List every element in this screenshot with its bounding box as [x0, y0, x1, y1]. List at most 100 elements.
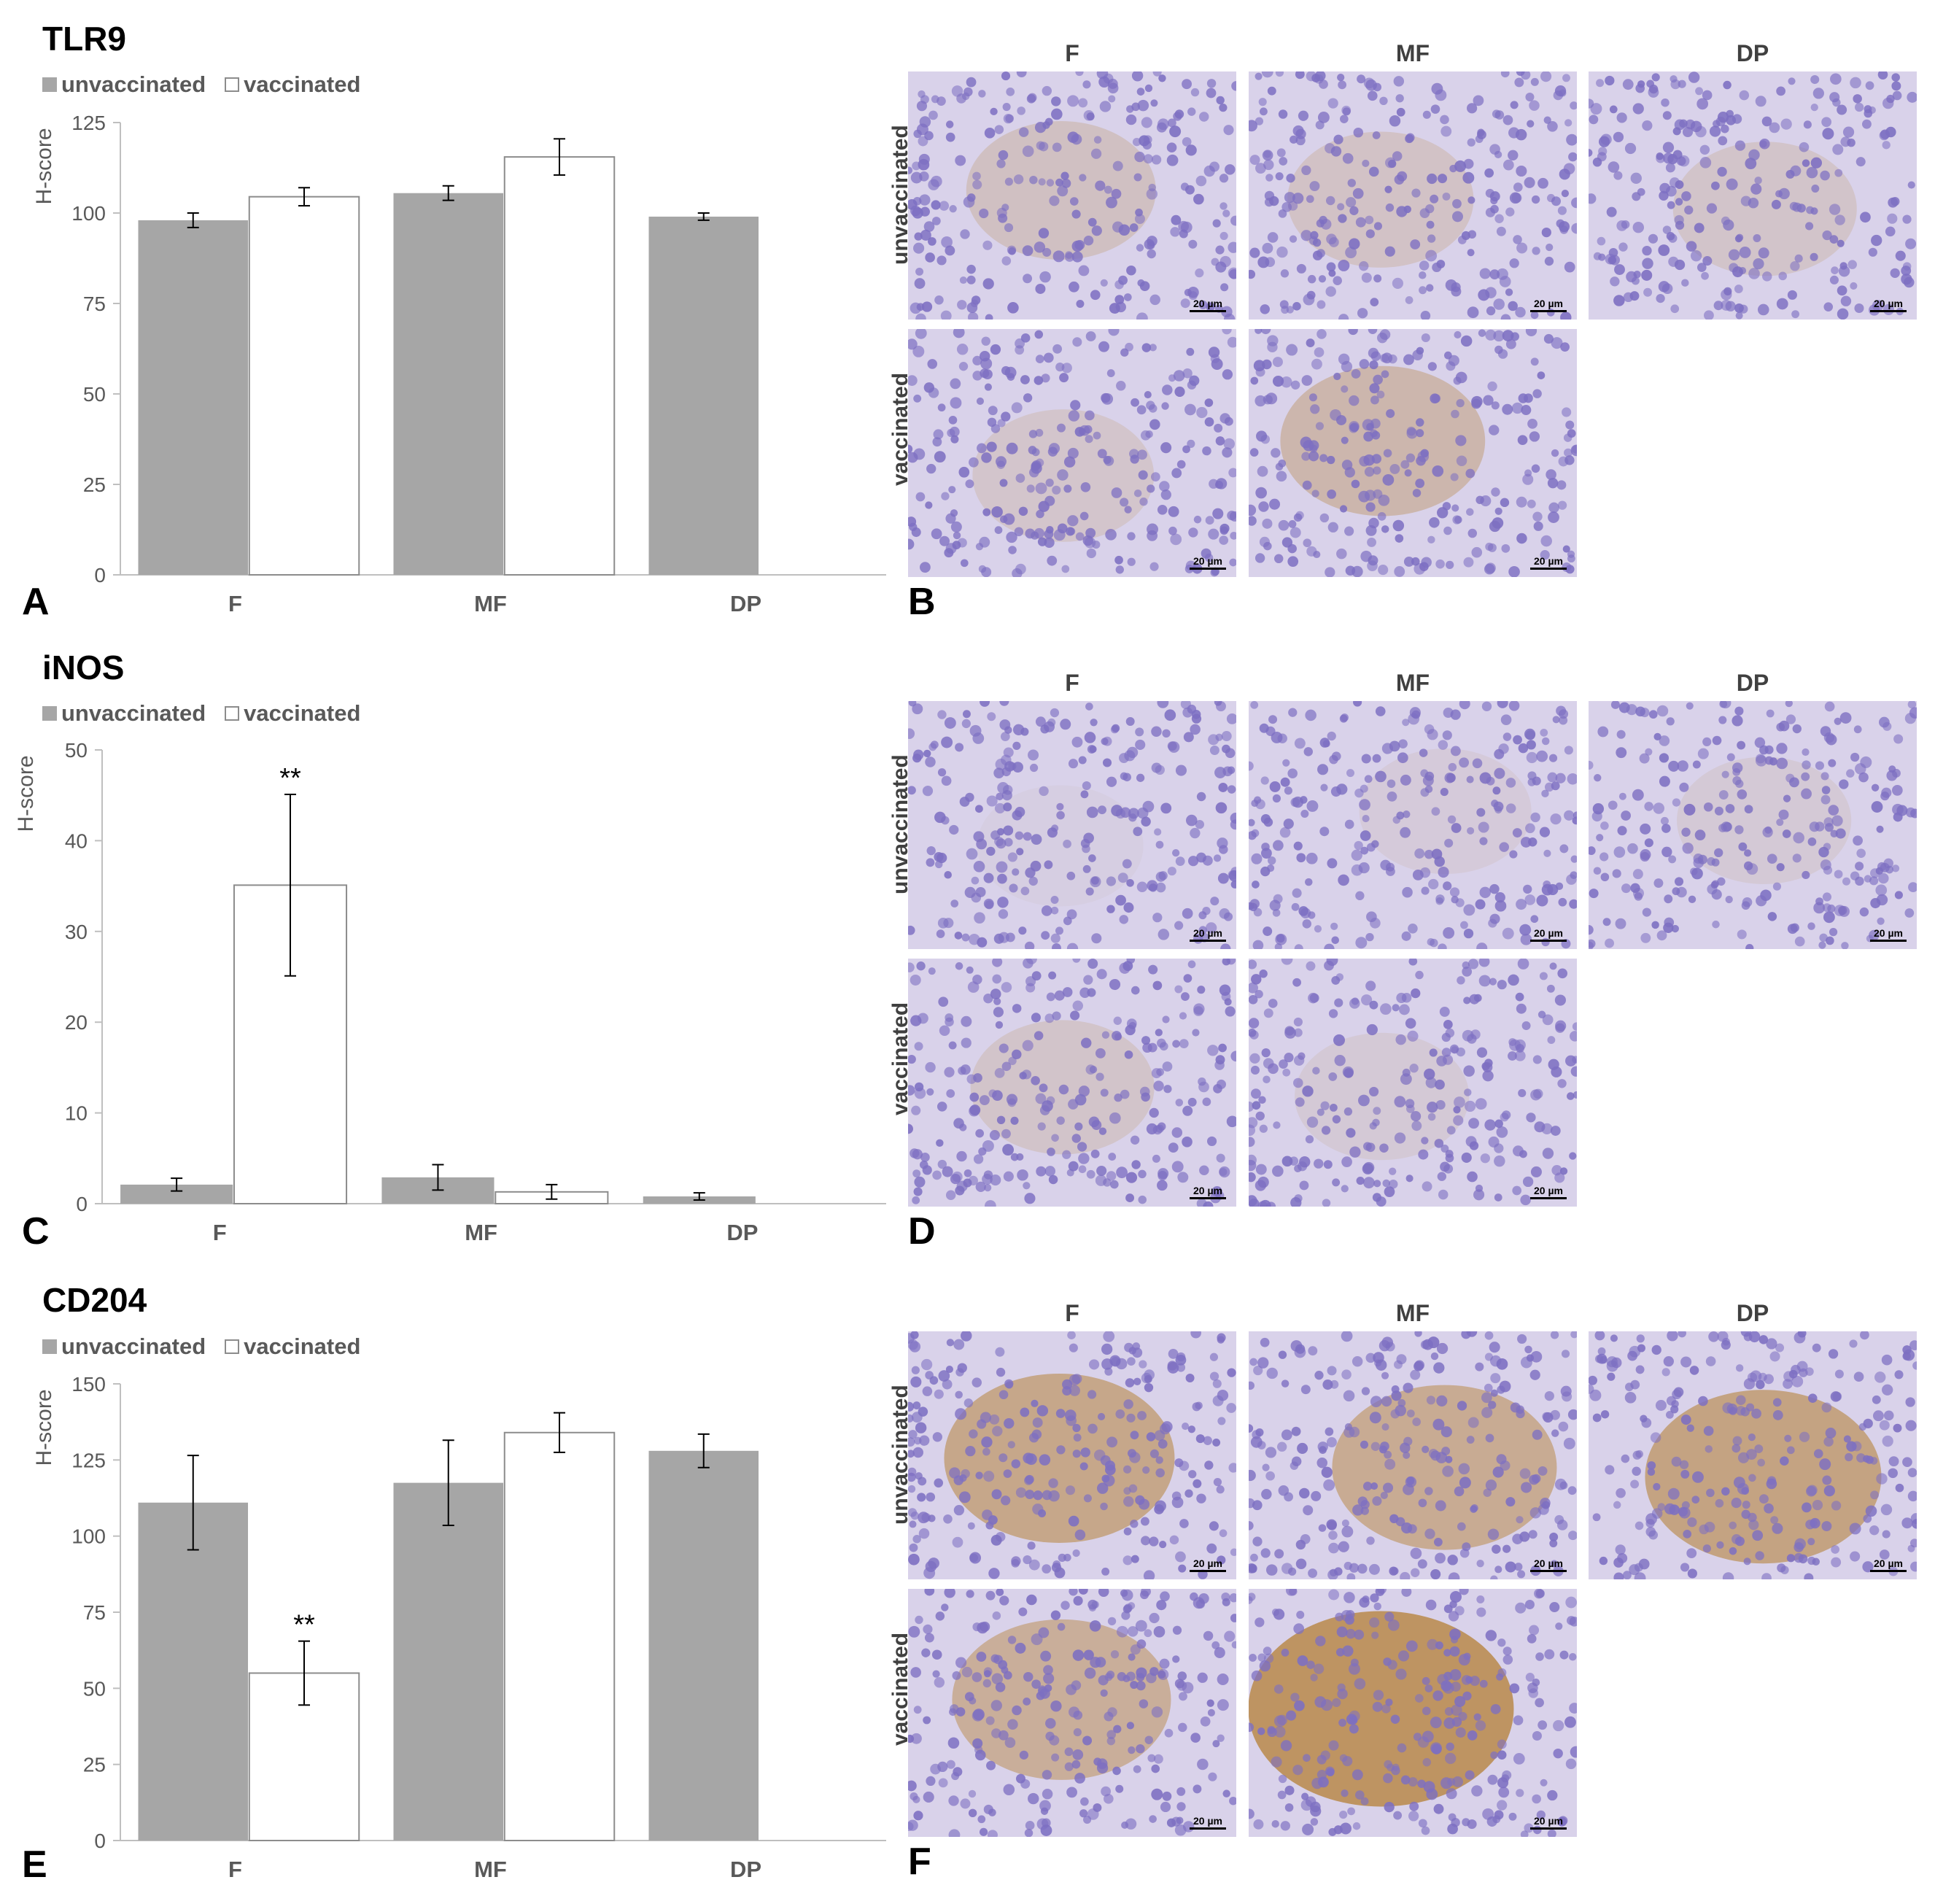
- legend-swatch-unvaccinated: [42, 706, 57, 721]
- significance-marker: **: [279, 763, 301, 794]
- chart-legend: unvaccinated vaccinated: [42, 1334, 379, 1360]
- legend-swatch-vaccinated: [225, 706, 240, 721]
- y-tick-label: 0: [76, 1193, 88, 1215]
- y-tick-label: 0: [94, 564, 106, 587]
- column-header: MF: [1395, 40, 1430, 66]
- scale-bar-label: 20 µm: [1534, 927, 1563, 939]
- chart-legend: unvaccinated vaccinated: [42, 700, 379, 727]
- y-tick-label: 50: [83, 383, 106, 406]
- bar-unvaccinated: [393, 193, 503, 576]
- x-tick-label: F: [228, 1857, 242, 1882]
- micrograph-image: 20 µm: [1249, 701, 1577, 949]
- scale-bar: 20 µm: [1870, 927, 1907, 942]
- micrograph-texture: [1589, 1331, 1917, 1579]
- scale-bar-line: [1190, 310, 1226, 312]
- scale-bar-line: [1190, 1570, 1226, 1572]
- scale-bar-label: 20 µm: [1193, 1815, 1222, 1827]
- micrograph-image: 20 µm: [1589, 1331, 1917, 1579]
- bar-vaccinated: [503, 1431, 616, 1842]
- scale-bar: 20 µm: [1190, 298, 1226, 312]
- scale-bar: 20 µm: [1530, 1185, 1567, 1199]
- column-header: MF: [1395, 670, 1430, 696]
- scale-bar-line: [1190, 568, 1226, 570]
- column-header: DP: [1736, 670, 1769, 696]
- bar-vaccinated: [248, 196, 360, 576]
- x-tick-label: DP: [730, 591, 761, 616]
- y-tick-label: 125: [71, 112, 106, 134]
- y-tick-label: 20: [65, 1011, 88, 1034]
- scale-bar-label: 20 µm: [1534, 555, 1563, 567]
- scale-bar-line: [1190, 940, 1226, 942]
- micrograph-image: 20 µm: [1249, 1331, 1577, 1579]
- micrograph-texture: [908, 71, 1236, 320]
- legend-swatch-vaccinated: [225, 77, 240, 92]
- scale-bar-label: 20 µm: [1534, 1815, 1563, 1827]
- bar-unvaccinated: [138, 1502, 248, 1841]
- micrograph-texture: [1589, 701, 1917, 949]
- column-header: F: [1065, 670, 1079, 696]
- micrograph-texture: [908, 329, 1236, 577]
- micrograph-image: 20 µm: [908, 959, 1236, 1207]
- micrograph-image: 20 µm: [1589, 71, 1917, 320]
- legend-item-vaccinated: vaccinated: [225, 1334, 360, 1360]
- chart-c-svg: 0 10 20 30 40 50 H-score ** F MF DP: [14, 739, 886, 1245]
- y-tick-label: 50: [65, 739, 88, 762]
- scale-bar-line: [1530, 568, 1567, 570]
- y-tick-label: 25: [83, 473, 106, 496]
- bar-unvaccinated: [138, 220, 248, 575]
- y-tick-label: 0: [94, 1830, 106, 1852]
- scale-bar-line: [1870, 940, 1907, 942]
- micrograph-image: 20 µm: [908, 1589, 1236, 1837]
- panel-letter-c: C: [22, 1210, 50, 1253]
- scale-bar-label: 20 µm: [1534, 1185, 1563, 1196]
- legend-item-unvaccinated: unvaccinated: [42, 700, 206, 727]
- column-header: F: [1065, 1300, 1079, 1326]
- y-tick-label: 25: [83, 1754, 106, 1776]
- legend-item-unvaccinated: unvaccinated: [42, 1334, 206, 1360]
- y-tick-label: 100: [71, 1525, 106, 1548]
- scale-bar-line: [1190, 1197, 1226, 1199]
- scale-bar-label: 20 µm: [1534, 298, 1563, 309]
- chart-title: CD204: [42, 1281, 147, 1319]
- y-axis-label: H-score: [32, 128, 56, 204]
- scale-bar-label: 20 µm: [1193, 555, 1222, 567]
- micrograph-texture: [908, 701, 1236, 949]
- legend-swatch-unvaccinated: [42, 1339, 57, 1354]
- bar-vaccinated: [503, 156, 616, 576]
- scale-bar-line: [1530, 1570, 1567, 1572]
- panel-letter-e: E: [22, 1843, 47, 1886]
- micrograph-texture: [908, 959, 1236, 1207]
- panel-letter-a: A: [22, 581, 50, 623]
- column-header: F: [1065, 40, 1079, 66]
- panel-letter: F: [908, 1841, 931, 1883]
- scale-bar: 20 µm: [1190, 1815, 1226, 1830]
- x-tick-label: MF: [474, 1857, 507, 1882]
- micrograph-image: 20 µm: [908, 71, 1236, 320]
- panel-letter: B: [908, 581, 936, 623]
- micrograph-image: 20 µm: [1249, 71, 1577, 320]
- micrograph-texture: [908, 1331, 1236, 1579]
- legend-item-vaccinated: vaccinated: [225, 71, 360, 98]
- micrograph-texture: [1249, 959, 1577, 1207]
- legend-swatch-unvaccinated: [42, 77, 57, 92]
- scale-bar: 20 µm: [1190, 555, 1226, 570]
- micrograph-image: 20 µm: [1249, 329, 1577, 577]
- scale-bar: 20 µm: [1870, 1557, 1907, 1572]
- bar-unvaccinated: [648, 216, 759, 575]
- scale-bar-line: [1530, 1827, 1567, 1830]
- x-tick-label: MF: [465, 1220, 497, 1245]
- micrograph-image: 20 µm: [908, 329, 1236, 577]
- scale-bar-line: [1530, 940, 1567, 942]
- y-axis-label: H-score: [32, 1389, 56, 1466]
- y-tick-label: 50: [83, 1677, 106, 1700]
- micrograph-texture: [1249, 1589, 1577, 1837]
- x-tick-label: DP: [726, 1220, 758, 1245]
- scale-bar-label: 20 µm: [1534, 1557, 1563, 1569]
- micrograph-image: 20 µm: [1249, 1589, 1577, 1837]
- legend-item-vaccinated: vaccinated: [225, 700, 360, 727]
- legend-item-unvaccinated: unvaccinated: [42, 71, 206, 98]
- scale-bar: 20 µm: [1190, 1185, 1226, 1199]
- micrograph-texture: [1589, 71, 1917, 320]
- scale-bar-label: 20 µm: [1874, 1557, 1903, 1569]
- x-tick-label: F: [228, 591, 242, 616]
